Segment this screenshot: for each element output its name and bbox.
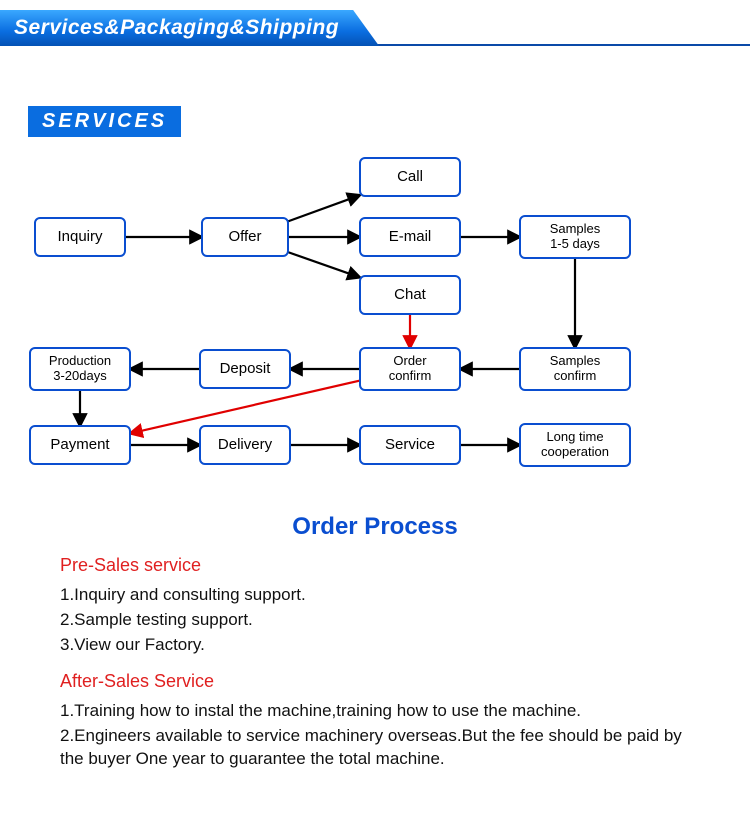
flow-node-offer: Offer — [202, 218, 288, 256]
flow-node-email: E-mail — [360, 218, 460, 256]
flowchart-svg: InquiryOfferCallE-mailChatSamples1-5 day… — [0, 137, 750, 507]
flow-node-payment: Payment — [30, 426, 130, 464]
header-banner: Services&Packaging&Shipping — [0, 0, 750, 46]
after-sales-heading: After-Sales Service — [60, 671, 710, 692]
flow-node-label: Samples — [550, 221, 601, 236]
pre-sales-line: 1.Inquiry and consulting support. — [60, 584, 710, 607]
services-pill: SERVICES — [28, 106, 181, 137]
flow-node-samples15: Samples1-5 days — [520, 216, 630, 258]
flow-node-label: Delivery — [218, 436, 273, 453]
flow-node-delivery: Delivery — [200, 426, 290, 464]
flow-node-label: Long time — [546, 429, 603, 444]
pre-sales-heading: Pre-Sales service — [60, 555, 710, 576]
flow-node-label: Inquiry — [57, 228, 103, 245]
after-sales-line: 1.Training how to instal the machine,tra… — [60, 700, 710, 723]
body-text-block: Pre-Sales service 1.Inquiry and consulti… — [0, 555, 750, 801]
flow-node-label: Service — [385, 436, 435, 453]
flow-node-label: cooperation — [541, 444, 609, 459]
flow-node-chat: Chat — [360, 276, 460, 314]
flow-node-label: 3-20days — [53, 368, 107, 383]
flow-node-samplesconf: Samplesconfirm — [520, 348, 630, 390]
order-process-title: Order Process — [0, 513, 750, 541]
flow-node-label: Production — [49, 353, 111, 368]
flow-node-label: Samples — [550, 353, 601, 368]
flow-node-label: Chat — [394, 286, 427, 303]
after-sales-line: 2.Engineers available to service machine… — [60, 725, 710, 771]
pre-sales-line: 2.Sample testing support. — [60, 609, 710, 632]
flow-edge — [288, 195, 360, 221]
flow-node-orderconf: Orderconfirm — [360, 348, 460, 390]
flow-node-deposit: Deposit — [200, 350, 290, 388]
flow-node-coop: Long timecooperation — [520, 424, 630, 466]
flow-edge — [288, 252, 360, 277]
flow-node-label: confirm — [554, 368, 597, 383]
flow-node-label: Call — [397, 168, 423, 185]
banner-text: Services&Packaging&Shipping — [0, 10, 379, 46]
flow-node-inquiry: Inquiry — [35, 218, 125, 256]
order-process-flowchart: InquiryOfferCallE-mailChatSamples1-5 day… — [0, 137, 750, 507]
flow-node-label: E-mail — [389, 228, 432, 245]
flow-node-label: Order — [393, 353, 427, 368]
flow-node-label: Payment — [50, 436, 110, 453]
flow-node-label: Offer — [228, 228, 261, 245]
flow-node-call: Call — [360, 158, 460, 196]
flow-node-label: 1-5 days — [550, 236, 600, 251]
pre-sales-line: 3.View our Factory. — [60, 634, 710, 657]
flow-node-label: Deposit — [220, 360, 272, 377]
flow-node-production: Production3-20days — [30, 348, 130, 390]
flow-node-service: Service — [360, 426, 460, 464]
flow-node-label: confirm — [389, 368, 432, 383]
